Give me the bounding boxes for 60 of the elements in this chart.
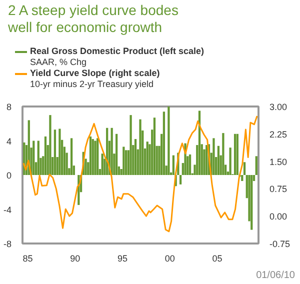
y-tick-label: 0 xyxy=(6,170,12,180)
bar xyxy=(139,119,142,175)
x-tick-label: 05 xyxy=(212,254,222,264)
bar xyxy=(217,146,220,175)
bar xyxy=(130,115,132,175)
text: SAAR, % Chg xyxy=(30,57,87,67)
bar xyxy=(206,145,208,175)
bar xyxy=(89,136,92,175)
x-tick-label: 90 xyxy=(70,254,80,264)
y2-tick-label: 2.25 xyxy=(270,129,288,140)
bar xyxy=(122,146,125,175)
bar xyxy=(54,130,56,175)
bar xyxy=(153,118,156,175)
bar xyxy=(146,142,148,175)
x-tick-label: 00 xyxy=(164,254,175,264)
bar xyxy=(32,140,35,175)
bar xyxy=(168,106,170,175)
bar xyxy=(110,128,113,175)
bar xyxy=(96,138,99,175)
bar xyxy=(134,139,137,175)
bar xyxy=(124,150,128,175)
y-tick-label: -4 xyxy=(4,204,12,215)
text: 01/06/10 xyxy=(256,269,295,283)
x-tick-label: 85 xyxy=(22,254,33,264)
bar xyxy=(58,128,61,175)
legend-label: Yield Curve Slope (right scale) xyxy=(30,68,160,78)
line-series xyxy=(22,115,258,232)
bar xyxy=(44,136,47,175)
bar xyxy=(250,175,253,230)
y-tick-label: -8 xyxy=(4,239,12,249)
bar xyxy=(255,156,258,175)
y2-tick-label: 0.00 xyxy=(270,212,288,222)
bar xyxy=(229,148,232,175)
y2-tick-label: 1.50 xyxy=(270,156,288,167)
bar xyxy=(212,138,215,175)
chart-title: 2 A steep yield curve bodes well for economic growth xyxy=(8,2,178,36)
bar xyxy=(101,154,104,175)
bar xyxy=(241,175,244,181)
y2-tick-label: 0.75 xyxy=(270,184,288,194)
bar xyxy=(70,138,73,175)
legend-label: Real Gross Domestic Product (left scale) xyxy=(30,46,204,56)
bar xyxy=(92,139,94,175)
bar xyxy=(234,134,236,175)
bar xyxy=(172,155,174,175)
y-tick-label: 8 xyxy=(6,102,12,112)
bar xyxy=(243,162,246,175)
y-tick-label: 4 xyxy=(6,136,12,146)
y2-tick-label: -0.75 xyxy=(270,239,290,249)
bar xyxy=(222,133,224,175)
bar xyxy=(179,175,182,184)
bar xyxy=(116,134,118,175)
bar xyxy=(236,134,238,175)
bar xyxy=(94,140,96,175)
text: 10-yr minus 2-yr Treasury yield xyxy=(30,79,154,89)
x-tick-label: 95 xyxy=(117,254,128,264)
bar xyxy=(162,112,166,175)
bar xyxy=(188,154,192,175)
bar xyxy=(37,140,40,175)
bar xyxy=(49,115,52,175)
y2-tick-label: 3.00 xyxy=(270,102,288,112)
